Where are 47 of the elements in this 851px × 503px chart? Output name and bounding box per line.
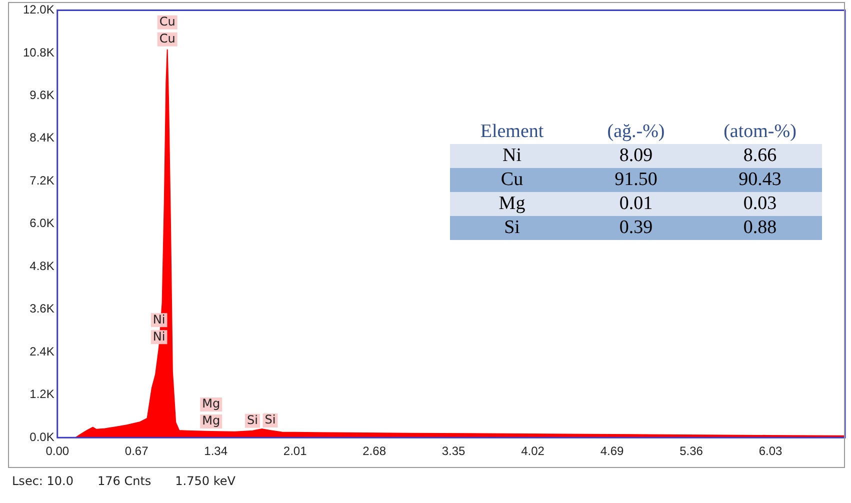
category-label: Cu <box>450 168 574 192</box>
annotation: Mg <box>202 396 220 411</box>
data-label: 0.01 <box>574 192 698 216</box>
y-tick-label: 6.0K <box>30 216 54 230</box>
text: 176 Cnts <box>98 474 152 488</box>
y-tick-label: 8.4K <box>30 130 54 145</box>
annotation: Cu <box>159 14 176 29</box>
x-tick-label: 6.03 <box>758 444 782 458</box>
category-label: Mg <box>450 192 574 216</box>
x-tick-label: 1.34 <box>204 444 228 458</box>
annotation: Si <box>247 412 258 427</box>
x-tick-label: 2.01 <box>283 444 308 458</box>
annotation: Cu <box>159 32 176 46</box>
y-tick-label: 12.0K <box>23 2 54 17</box>
series-label: (atom-%) <box>698 120 822 144</box>
data-label: 0.03 <box>698 192 822 216</box>
x-tick-label: 3.35 <box>442 444 466 458</box>
data-label: 91.50 <box>574 168 698 192</box>
x-tick-label: 0.67 <box>124 444 149 458</box>
text: Lsec: 10.0 <box>12 474 74 488</box>
y-tick-label: 9.6K <box>30 88 54 102</box>
data-label: 90.43 <box>698 168 822 192</box>
x-tick-label: 5.36 <box>680 444 704 458</box>
y-tick-label: 1.2K <box>30 387 54 402</box>
data-label: 8.09 <box>574 144 698 168</box>
y-tick-label: 2.4K <box>30 344 54 358</box>
y-tick-label: 0.0K <box>30 430 54 444</box>
annotation: Si <box>264 412 276 427</box>
y-tick-label: 10.8K <box>23 45 54 60</box>
text: Element <box>450 120 574 144</box>
annotation: Ni <box>152 312 166 326</box>
data-label: 8.66 <box>698 144 822 168</box>
y-tick-label: 7.2K <box>30 173 54 188</box>
category-label: Si <box>450 216 574 240</box>
annotation: Ni <box>152 329 166 344</box>
series-label: (ağ.-%) <box>574 120 698 144</box>
category-label: Ni <box>450 144 574 168</box>
y-tick-label: 3.6K <box>30 302 54 316</box>
x-tick-label: 0.00 <box>46 444 70 458</box>
text: 1.750 keV <box>175 474 236 488</box>
y-tick-label: 4.8K <box>30 258 54 273</box>
data-label: 0.39 <box>574 216 698 240</box>
x-tick-label: 2.68 <box>362 444 386 458</box>
x-tick-label: 4.02 <box>521 444 545 458</box>
annotation: Mg <box>202 414 220 428</box>
x-tick-label: 4.69 <box>600 444 624 458</box>
data-label: 0.88 <box>698 216 822 240</box>
